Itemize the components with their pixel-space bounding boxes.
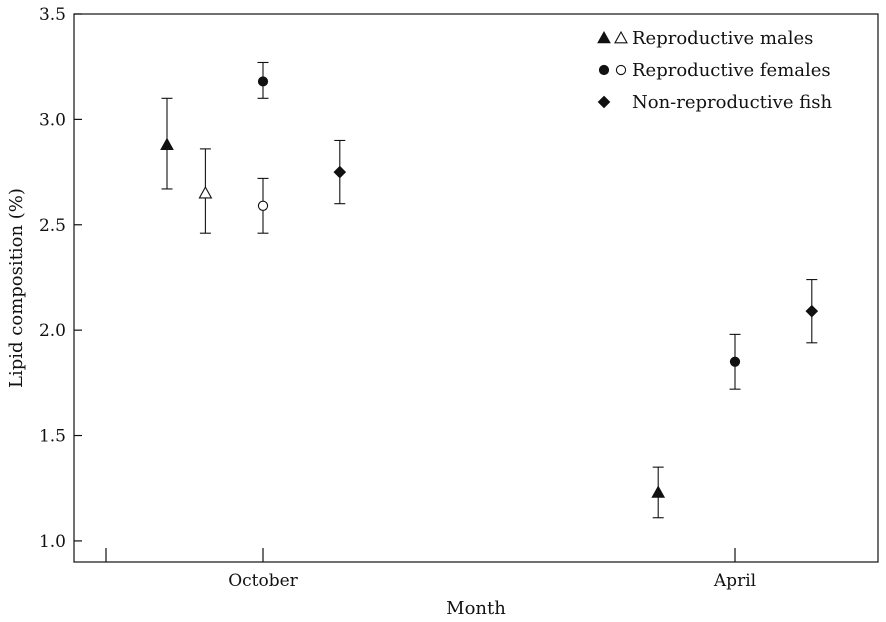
y-axis: 1.0 1.5 2.0 2.5 3.0 3.5 <box>39 5 82 552</box>
legend: Reproductive males Reproductive females No… <box>597 28 832 113</box>
y-tick-label: 1.5 <box>39 427 66 447</box>
x-tick-label: October <box>228 571 298 591</box>
y-tick-label: 2.0 <box>39 321 66 341</box>
data-point <box>198 148 213 234</box>
circle-filled-legend-icon <box>598 64 610 76</box>
y-tick-label: 3.0 <box>39 110 66 130</box>
x-axis-title: Month <box>446 598 506 619</box>
triangle-filled-legend-icon <box>597 30 611 44</box>
legend-label: Reproductive females <box>632 60 831 81</box>
circle-filled-marker <box>729 356 741 367</box>
triangle-open-marker <box>198 186 213 199</box>
legend-entry: Reproductive females <box>598 60 831 81</box>
legend-label: Reproductive males <box>632 28 813 49</box>
data-point <box>160 97 174 190</box>
legend-entry: Non-reproductive fish <box>597 92 832 113</box>
x-axis: October April <box>105 548 756 591</box>
diamond-filled-marker <box>333 165 347 179</box>
diamond-filled-legend-icon <box>597 95 611 109</box>
diamond-filled-marker <box>805 304 819 318</box>
triangle-open-legend-icon <box>614 30 628 44</box>
circle-open-legend-icon <box>615 64 627 76</box>
data-point <box>257 61 269 99</box>
x-tick-label: April <box>713 571 756 591</box>
data-points <box>160 61 819 519</box>
y-tick-label: 2.5 <box>39 216 66 236</box>
y-tick-label: 1.0 <box>39 532 66 552</box>
circle-filled-marker <box>257 76 269 87</box>
data-point <box>805 279 819 344</box>
circle-open-marker <box>257 200 269 211</box>
triangle-filled-marker <box>651 485 666 498</box>
data-point <box>257 177 269 234</box>
data-point <box>729 333 741 390</box>
plot-frame <box>73 13 879 563</box>
data-point <box>333 139 347 205</box>
legend-label: Non-reproductive fish <box>632 92 832 113</box>
legend-entry: Reproductive males <box>597 28 813 49</box>
y-tick-label: 3.5 <box>39 5 66 25</box>
data-point <box>651 466 666 519</box>
y-axis-title: Lipid composition (%) <box>6 188 27 388</box>
triangle-filled-marker <box>160 137 174 150</box>
